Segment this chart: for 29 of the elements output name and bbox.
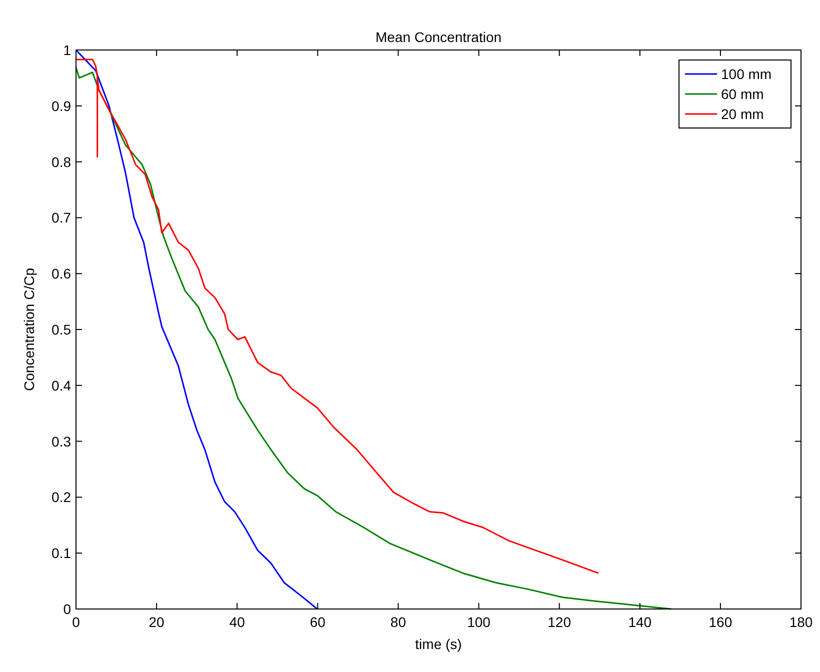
y-tick-label: 0 [63, 601, 72, 617]
y-tick-label: 0.2 [52, 489, 72, 506]
y-tick-label: 0.5 [52, 322, 72, 338]
y-tick-label: 0.4 [52, 377, 72, 394]
x-tick-label: 20 [148, 614, 165, 630]
y-tick-label: 0.1 [52, 545, 72, 562]
x-tick-label: 80 [390, 614, 406, 630]
y-tick-label: 0.7 [52, 210, 72, 226]
x-tick-label: 120 [548, 614, 572, 630]
x-tick-label: 180 [789, 614, 813, 630]
y-tick-label: 0.3 [52, 433, 72, 450]
y-tick-label: 0.9 [52, 98, 72, 114]
y-axis-title: Concentration C/Cp [21, 268, 37, 391]
y-tick-label: 1 [63, 42, 72, 58]
legend-label: 60 mm [721, 86, 764, 102]
line-series [75, 66, 672, 610]
line-series [75, 58, 600, 574]
x-tick-label: 60 [310, 614, 326, 630]
legend-label: 20 mm [721, 106, 764, 122]
chart-title: Mean Concentration [375, 29, 502, 45]
x-axis-title: time (s) [415, 636, 462, 652]
x-tick-label: 160 [708, 614, 732, 630]
x-tick-label: 140 [628, 614, 652, 630]
x-tick-label: 100 [467, 614, 491, 630]
line-series [75, 49, 318, 610]
legend-label: 100 mm [721, 66, 772, 82]
y-tick-label: 0.6 [52, 266, 72, 282]
y-tick-label: 0.8 [52, 154, 72, 170]
x-tick-label: 40 [229, 614, 246, 630]
